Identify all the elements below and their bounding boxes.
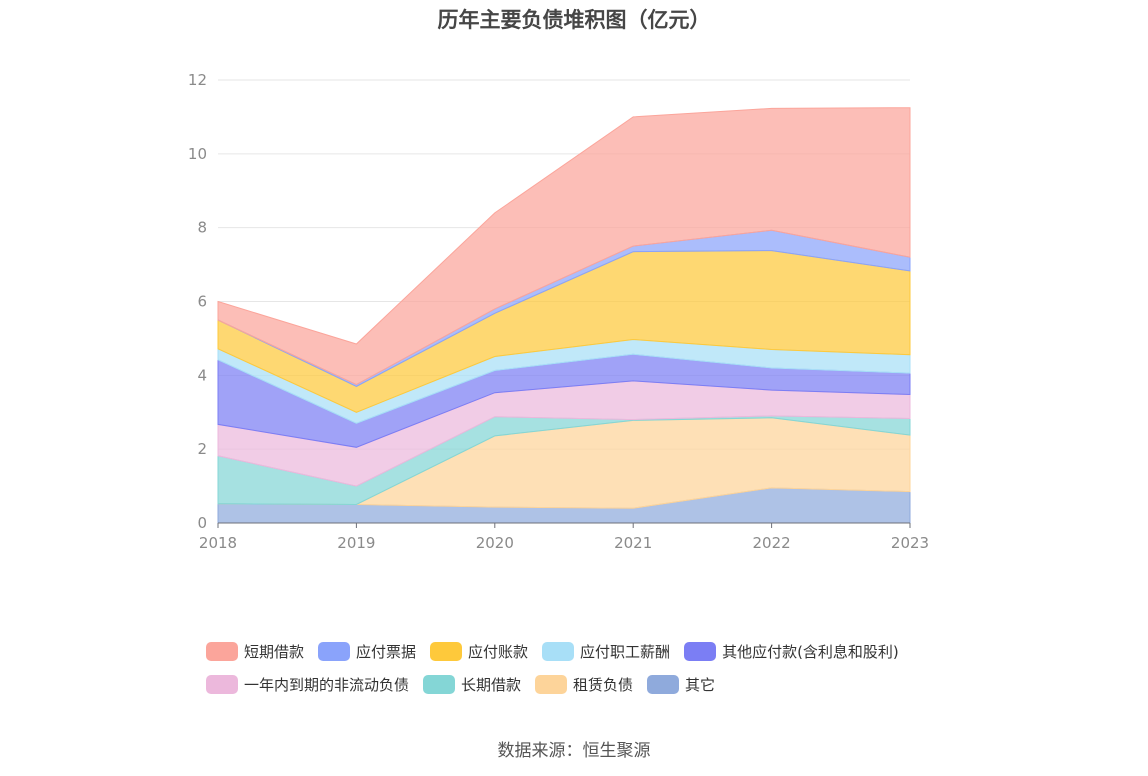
y-tick-label: 4 (197, 366, 207, 384)
x-tick-label: 2020 (476, 534, 514, 552)
legend-label: 租赁负债 (573, 675, 634, 694)
stacked-area-chart: 0 2 4 6 8 10 12 2018 2019 2020 2021 2022 2023 (188, 71, 929, 552)
legend-swatch (647, 674, 680, 694)
legend-label: 应付职工薪酬 (580, 642, 671, 661)
legend-item-other-payables[interactable]: 其他应付款(含利息和股利) (684, 641, 899, 662)
legend-item-payroll-payable[interactable]: 应付职工薪酬 (542, 641, 670, 662)
legend-item-lease-liabilities[interactable]: 租赁负债 (535, 674, 633, 695)
legend-label: 其他应付款(含利息和股利) (722, 642, 899, 661)
legend-label: 应付票据 (356, 642, 417, 661)
legend-label: 短期借款 (244, 642, 305, 661)
legend-swatch (542, 641, 575, 661)
legend-item-long-term-loans[interactable]: 长期借款 (423, 674, 521, 695)
legend-swatch (423, 674, 456, 694)
x-tick-label: 2021 (614, 534, 652, 552)
y-tick-label: 2 (197, 440, 207, 458)
legend-swatch (430, 641, 463, 661)
legend-swatch (535, 674, 568, 694)
chart-title: 历年主要负债堆积图（亿元） (437, 8, 711, 32)
legend-item-current-noncurrent-liabilities[interactable]: 一年内到期的非流动负债 (206, 674, 409, 695)
legend-item-short-term-loans[interactable]: 短期借款 (206, 641, 304, 662)
area-series-短期借款 (217, 107, 911, 386)
legend-item-accounts-payable[interactable]: 应付账款 (430, 641, 528, 662)
legend-swatch (206, 641, 238, 661)
legend-item-other[interactable]: 其它 (647, 674, 715, 695)
legend-label: 一年内到期的非流动负债 (244, 675, 410, 694)
y-tick-label: 6 (197, 293, 207, 311)
chart-legend: 短期借款 应付票据 应付账款 应付职工薪酬 其他应付款(含利息和股利) 一年内到… (206, 640, 966, 706)
y-tick-label: 0 (197, 514, 207, 532)
y-tick-label: 8 (197, 219, 207, 237)
x-tick-label: 2023 (891, 534, 929, 552)
legend-swatch (206, 674, 238, 694)
legend-row-2: 一年内到期的非流动负债 长期借款 租赁负债 其它 (206, 673, 966, 695)
legend-row-1: 短期借款 应付票据 应付账款 应付职工薪酬 其他应付款(含利息和股利) (206, 640, 966, 662)
legend-item-notes-payable[interactable]: 应付票据 (318, 641, 416, 662)
x-tick-label: 2022 (753, 534, 791, 552)
legend-label: 应付账款 (468, 642, 529, 661)
data-source: 数据来源：恒生聚源 (497, 741, 651, 761)
x-tick-label: 2018 (199, 534, 237, 552)
x-tick-label: 2019 (337, 534, 375, 552)
legend-swatch (684, 641, 717, 661)
legend-swatch (318, 641, 351, 661)
y-tick-label: 12 (188, 71, 207, 89)
legend-label: 其它 (685, 675, 716, 694)
y-tick-label: 10 (188, 145, 207, 163)
legend-label: 长期借款 (461, 675, 522, 694)
